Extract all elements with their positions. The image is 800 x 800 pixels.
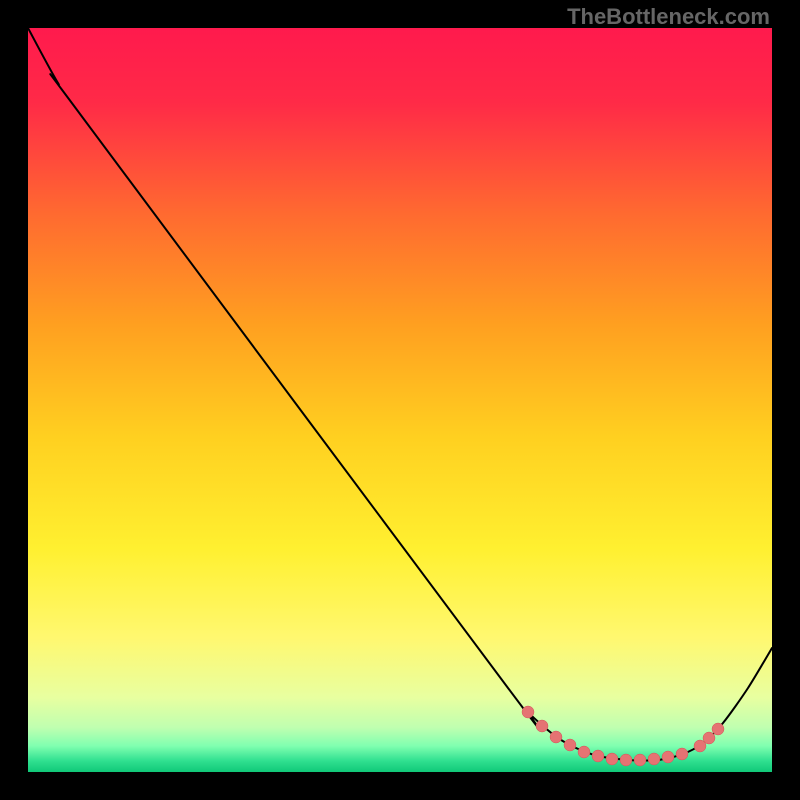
curve-markers xyxy=(522,706,724,766)
bottleneck-chart xyxy=(28,28,772,772)
curve-marker xyxy=(522,706,534,718)
curve-marker xyxy=(676,748,688,760)
curve-marker xyxy=(712,723,724,735)
curve-marker xyxy=(620,754,632,766)
curve-marker xyxy=(536,720,548,732)
curve-marker xyxy=(648,753,660,765)
bottleneck-curve xyxy=(28,28,772,761)
curve-marker xyxy=(662,751,674,763)
curve-marker xyxy=(634,754,646,766)
curve-marker xyxy=(592,750,604,762)
curve-marker xyxy=(564,739,576,751)
curve-layer xyxy=(28,28,772,772)
curve-marker xyxy=(703,732,715,744)
curve-marker xyxy=(550,731,562,743)
curve-marker xyxy=(606,753,618,765)
watermark-text: TheBottleneck.com xyxy=(567,4,770,30)
curve-marker xyxy=(578,746,590,758)
